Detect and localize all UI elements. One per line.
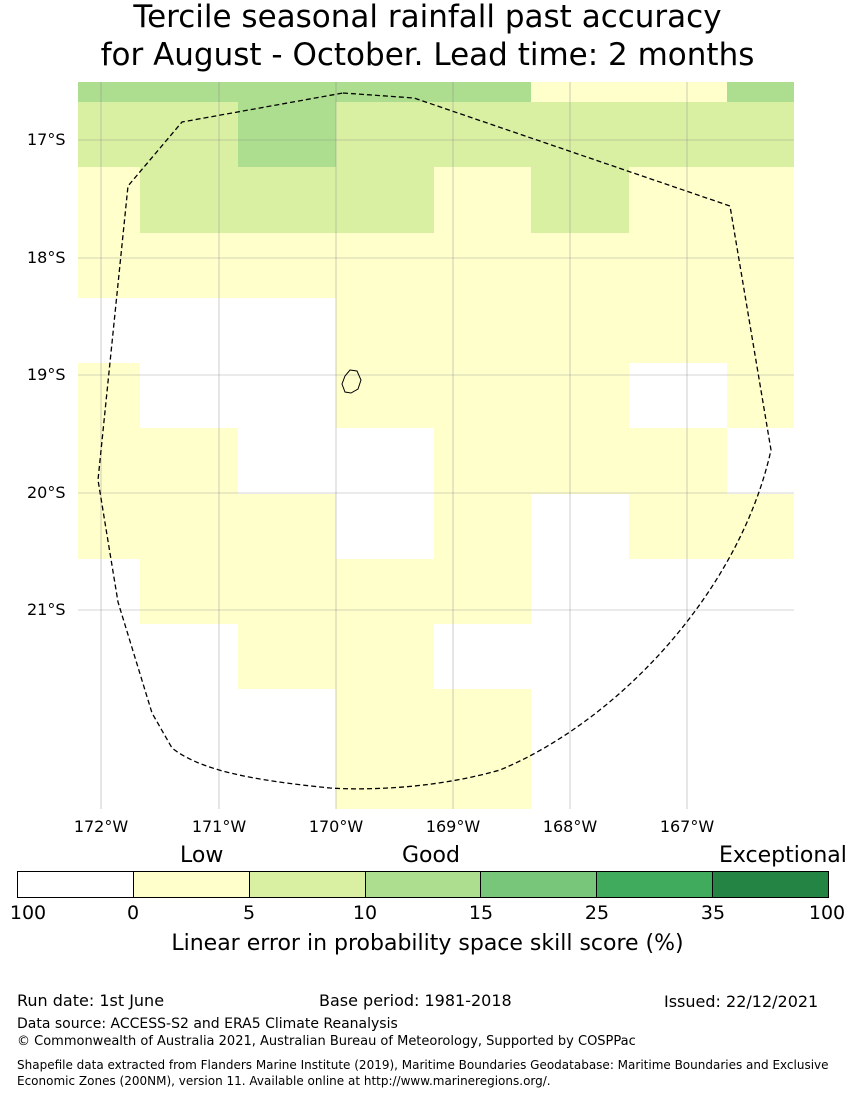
colorbar-tick: 100 xyxy=(9,902,47,924)
skill-cell xyxy=(78,494,336,559)
latitude-label: 21°S xyxy=(27,600,66,619)
skill-cell xyxy=(78,233,794,298)
skill-cell xyxy=(140,559,531,624)
colorbar-segment xyxy=(713,872,829,897)
run-date: Run date: 1st June xyxy=(17,991,165,1010)
skill-cell xyxy=(336,363,629,428)
latitude-label: 20°S xyxy=(27,483,66,502)
colorbar-tick: 25 xyxy=(584,902,610,924)
legend-category-good: Good xyxy=(402,843,460,868)
colorbar-tick: 15 xyxy=(468,902,494,924)
skill-cell xyxy=(78,428,238,494)
colorbar-label: Linear error in probability space skill … xyxy=(171,931,684,956)
longitude-label: 172°W xyxy=(73,817,129,836)
longitude-label: 167°W xyxy=(659,817,715,836)
colorbar-tick: 5 xyxy=(242,902,256,924)
skill-cell xyxy=(434,494,531,559)
latitude-label: 18°S xyxy=(27,248,66,267)
skill-cell xyxy=(434,167,531,233)
skill-cell xyxy=(336,102,794,167)
longitude-label: 170°W xyxy=(308,817,364,836)
latitude-label: 17°S xyxy=(27,130,66,149)
copyright: © Commonwealth of Australia 2021, Austra… xyxy=(17,1034,636,1049)
colorbar-tick: 35 xyxy=(700,902,726,924)
data-source: Data source: ACCESS-S2 and ERA5 Climate … xyxy=(17,1016,398,1032)
skill-cell xyxy=(629,363,727,428)
longitude-label: 171°W xyxy=(191,817,247,836)
colorbar-tick: 100 xyxy=(808,902,846,924)
skill-cell xyxy=(78,298,336,363)
skill-cell xyxy=(78,102,238,167)
skill-cell xyxy=(336,689,531,755)
colorbar-tick: 0 xyxy=(126,902,140,924)
colorbar-segment xyxy=(481,872,598,897)
map-title-line-2: for August - October. Lead time: 2 month… xyxy=(100,37,755,73)
skill-cell xyxy=(727,363,794,428)
legend-category-low: Low xyxy=(180,843,224,868)
skill-cell xyxy=(727,82,794,102)
skill-cell xyxy=(78,82,434,102)
latitude-label: 19°S xyxy=(27,365,66,384)
eez-boundary xyxy=(97,92,772,790)
legend-category-exceptional: Exceptional xyxy=(719,843,847,868)
skill-cell xyxy=(336,755,531,809)
shapefile-note: Shapefile data extracted from Flanders M… xyxy=(17,1058,829,1088)
base-period: Base period: 1981-2018 xyxy=(319,991,512,1010)
colorbar xyxy=(17,871,829,898)
skill-cell xyxy=(140,167,434,233)
skill-cell xyxy=(336,494,434,559)
skill-cell xyxy=(531,167,629,233)
skill-cell xyxy=(336,298,794,363)
skill-map xyxy=(78,82,794,809)
skill-cell xyxy=(78,167,140,233)
skill-cell xyxy=(434,82,531,102)
map-title-line-1: Tercile seasonal rainfall past accuracy xyxy=(133,0,722,35)
skill-cell xyxy=(140,363,336,428)
skill-cell xyxy=(531,494,629,559)
colorbar-segment xyxy=(597,872,714,897)
issued-date: Issued: 22/12/2021 xyxy=(664,992,819,1011)
colorbar-segment xyxy=(365,872,482,897)
colorbar-tick: 10 xyxy=(352,902,378,924)
skill-cell xyxy=(531,82,727,102)
skill-cell xyxy=(727,428,794,494)
colorbar-segment xyxy=(18,872,134,897)
colorbar-segment xyxy=(133,872,250,897)
longitude-label: 168°W xyxy=(542,817,598,836)
niue-coastline xyxy=(341,369,362,394)
colorbar-segment xyxy=(249,872,366,897)
longitude-label: 169°W xyxy=(425,817,481,836)
skill-cell xyxy=(629,494,794,559)
skill-cell xyxy=(238,102,336,167)
map-gridlines xyxy=(78,82,794,809)
skill-grid-cells xyxy=(78,82,794,809)
skill-cell xyxy=(434,428,727,494)
